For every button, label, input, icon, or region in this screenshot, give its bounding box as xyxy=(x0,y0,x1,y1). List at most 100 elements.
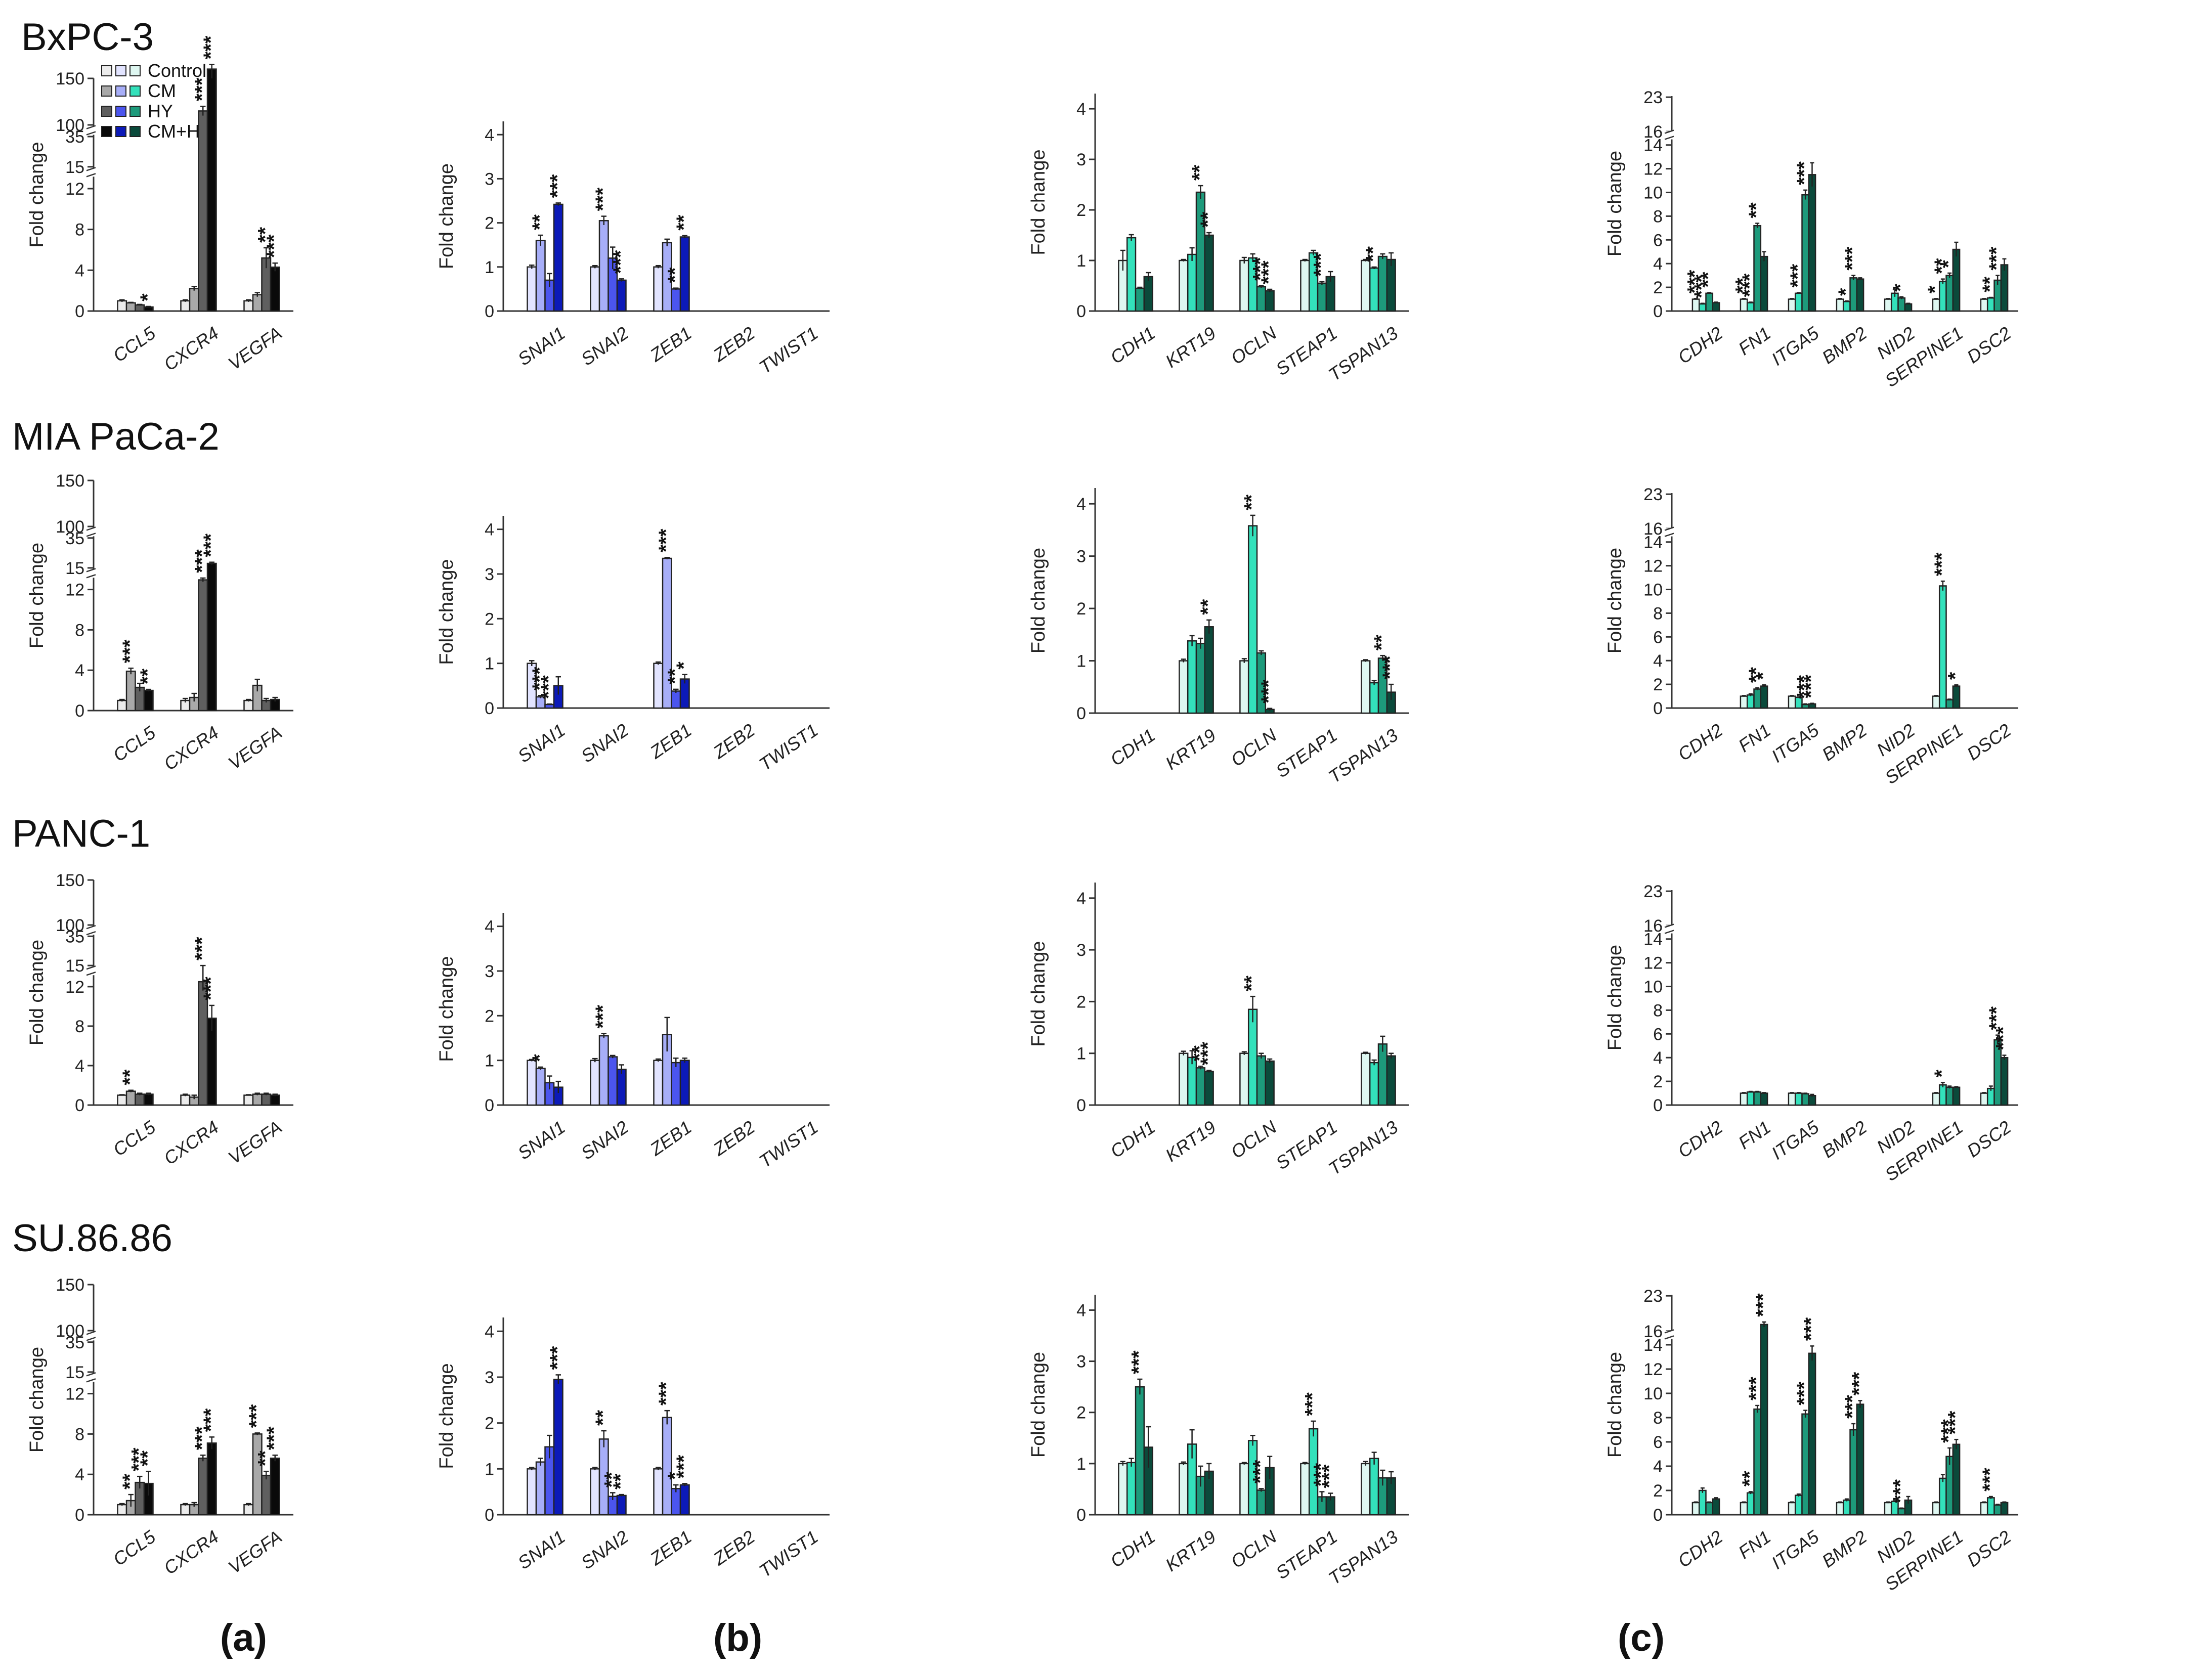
axis-break-mark xyxy=(86,533,96,537)
x-tick-label: BMP2 xyxy=(1818,1526,1871,1572)
bar xyxy=(1808,1094,1816,1106)
x-tick-label: CDH2 xyxy=(1674,323,1726,368)
bar xyxy=(1980,1502,1988,1516)
bar xyxy=(1808,703,1816,709)
x-tick-label: ZEB1 xyxy=(646,323,696,366)
bar xyxy=(198,1458,208,1516)
axis-break-mark xyxy=(86,931,96,936)
bar xyxy=(1204,1071,1214,1106)
y-tick-label: 23 xyxy=(1643,485,1663,504)
y-tick-label: 3 xyxy=(485,1368,494,1387)
bar xyxy=(180,300,191,312)
bar xyxy=(1361,1463,1371,1516)
y-tick-label: 150 xyxy=(56,471,84,491)
x-tick-label: SNAI2 xyxy=(577,323,632,370)
y-tick-label: 100 xyxy=(56,116,84,135)
legend-swatch xyxy=(115,65,126,76)
legend-row-cm: CM xyxy=(101,80,212,101)
significance-mark: *** xyxy=(263,234,285,258)
y-tick-label: 14 xyxy=(1643,136,1663,155)
bar xyxy=(1135,1386,1145,1516)
y-tick-label: 1 xyxy=(485,654,494,674)
x-tick-label: CCL5 xyxy=(109,722,160,766)
y-tick-label: 150 xyxy=(56,69,84,89)
y-tick-label: 3 xyxy=(485,962,494,981)
bar xyxy=(1740,1502,1748,1516)
y-axis-title: Fold change xyxy=(26,1347,48,1453)
bar xyxy=(1325,276,1335,312)
bar xyxy=(535,240,546,312)
significance-mark: *** xyxy=(1931,552,1953,576)
x-tick-label: VEGFA xyxy=(224,323,285,374)
bar xyxy=(117,1094,127,1106)
bar xyxy=(1740,695,1748,709)
y-tick-label: 1 xyxy=(485,258,494,277)
y-tick-label: 0 xyxy=(1076,302,1086,321)
significance-mark: ** xyxy=(1197,211,1219,228)
bar xyxy=(653,663,664,709)
y-tick-label: 0 xyxy=(1653,699,1663,718)
bar xyxy=(1118,1463,1128,1516)
bar xyxy=(206,1442,217,1516)
bar xyxy=(1195,191,1206,312)
y-tick-label: 3 xyxy=(1076,1352,1086,1372)
y-tick-label: 2 xyxy=(485,609,494,629)
y-tick-label: 0 xyxy=(1653,1096,1663,1115)
axis-break-mark xyxy=(86,965,96,970)
x-tick-label: KRT19 xyxy=(1161,1117,1220,1166)
significance-mark: * xyxy=(664,1472,686,1480)
significance-mark: *** xyxy=(1800,674,1822,698)
significance-mark: *** xyxy=(546,1346,569,1370)
bar xyxy=(553,203,563,312)
x-tick-label: CDH1 xyxy=(1106,1117,1159,1162)
significance-mark: ** xyxy=(1188,164,1210,181)
significance-mark: *** xyxy=(1992,1026,2014,1050)
bar xyxy=(1179,1052,1189,1106)
bar xyxy=(125,302,136,312)
y-axis-title: Fold change xyxy=(1028,1352,1049,1458)
y-tick-label: 2 xyxy=(1653,675,1663,694)
bar xyxy=(1952,248,1961,312)
y-tick-label: 10 xyxy=(1643,184,1663,203)
bar xyxy=(1369,267,1379,312)
axis-break-mark xyxy=(1664,533,1674,537)
y-axis-title: Fold change xyxy=(1028,941,1049,1046)
bar xyxy=(653,1468,664,1516)
y-tick-label: 4 xyxy=(485,1322,494,1341)
x-tick-label: CXCR4 xyxy=(160,323,222,375)
y-tick-label: 4 xyxy=(485,125,494,145)
y-tick-label: 10 xyxy=(1643,1384,1663,1403)
x-tick-label: SNAI2 xyxy=(577,1117,632,1164)
bar xyxy=(1740,298,1748,312)
significance-mark: *** xyxy=(200,35,222,59)
y-tick-label: 3 xyxy=(485,169,494,189)
significance-mark: *** xyxy=(1848,1372,1870,1395)
y-tick-label: 4 xyxy=(75,661,84,680)
bar xyxy=(1993,1504,2002,1516)
significance-mark: *** xyxy=(673,1455,695,1478)
bar xyxy=(1801,1413,1810,1516)
y-tick-label: 14 xyxy=(1643,1336,1663,1355)
bar xyxy=(1794,1494,1803,1516)
legend-swatch xyxy=(101,65,112,76)
y-tick-label: 15 xyxy=(65,1363,84,1382)
bar xyxy=(1952,685,1961,709)
x-tick-label: TSPAN13 xyxy=(1325,725,1402,787)
x-tick-label: CXCR4 xyxy=(160,722,222,775)
y-tick-label: 2 xyxy=(485,1414,494,1433)
y-tick-label: 3 xyxy=(1076,547,1086,566)
bar xyxy=(1386,258,1396,312)
bar xyxy=(679,236,690,312)
x-tick-label: KRT19 xyxy=(1161,1526,1220,1575)
x-tick-label: TWIST1 xyxy=(755,323,822,378)
y-tick-label: 2 xyxy=(1076,599,1086,619)
y-axis-title: Fold change xyxy=(1604,548,1626,653)
significance-mark: ** xyxy=(1241,976,1263,992)
y-tick-label: 100 xyxy=(56,1322,84,1341)
bar xyxy=(1986,297,1995,312)
significance-mark: *** xyxy=(1127,1350,1150,1374)
bar xyxy=(1187,1057,1197,1106)
significance-mark: *** xyxy=(1800,1317,1822,1341)
